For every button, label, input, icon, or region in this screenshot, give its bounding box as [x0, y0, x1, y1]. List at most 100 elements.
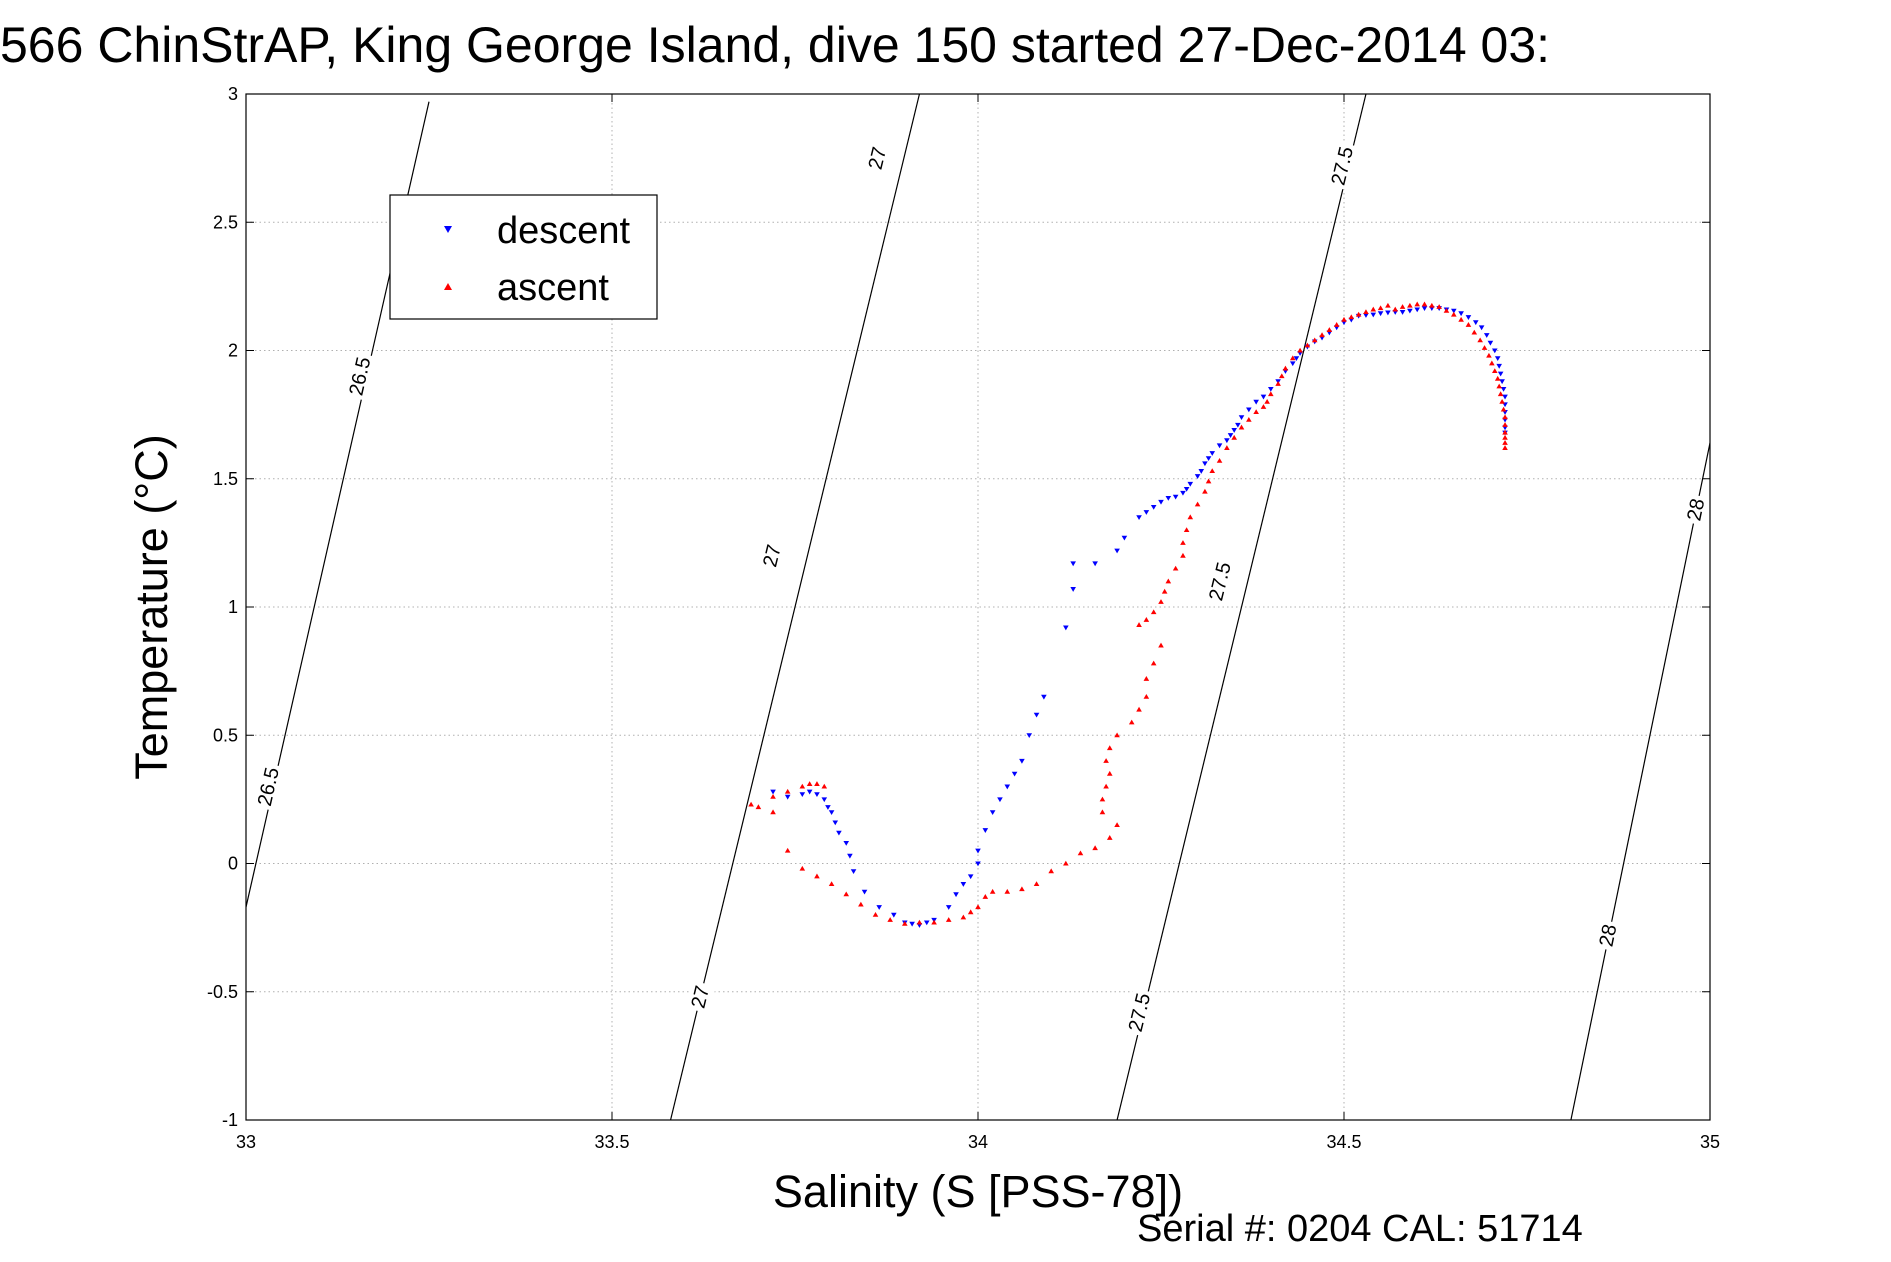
descent-point: [1136, 515, 1142, 521]
descent-point: [1483, 333, 1490, 338]
descent-point: [945, 905, 952, 910]
ascent-point: [770, 794, 776, 799]
ascent-point: [748, 801, 754, 807]
descent-point: [847, 853, 853, 859]
y-tick-label: 0: [228, 854, 238, 874]
contour-label-bg: [1681, 493, 1711, 526]
ascent-point: [1297, 347, 1303, 353]
ascent-point: [1326, 327, 1333, 332]
chart-title: 566 ChinStrAP, King George Island, dive …: [0, 17, 1550, 73]
descent-point: [1070, 561, 1076, 567]
ascent-point: [1063, 860, 1069, 866]
ascent-point: [1019, 886, 1025, 892]
ascent-point: [1399, 304, 1406, 309]
ascent-point: [1114, 822, 1120, 828]
descent-point: [1407, 308, 1413, 314]
descent-point: [1187, 481, 1194, 487]
ascent-point: [1033, 881, 1040, 887]
ascent-point: [1092, 845, 1098, 851]
descent-point: [1216, 443, 1223, 449]
series-ascent: [748, 301, 1508, 926]
descent-point: [1268, 386, 1274, 392]
ascent-point: [1099, 796, 1106, 802]
ascent-point: [784, 847, 791, 853]
descent-point: [828, 810, 835, 815]
ascent-point: [1224, 445, 1230, 450]
descent-point: [1150, 504, 1157, 510]
ascent-point: [887, 917, 893, 922]
ascent-point: [755, 804, 762, 810]
ascent-point: [1048, 868, 1054, 874]
ascent-point: [1183, 527, 1190, 533]
descent-point: [1224, 438, 1230, 444]
ascent-point: [1143, 617, 1150, 622]
descent-point: [982, 828, 989, 833]
ascent-point: [1216, 457, 1223, 463]
contour-line-28: [1570, 442, 1710, 1120]
ascent-point: [1282, 365, 1289, 371]
contour-label-bg: [757, 539, 788, 573]
descent-point: [1209, 451, 1216, 456]
descent-point: [975, 861, 981, 867]
descent-point: [1472, 320, 1479, 326]
contour-label: 27: [759, 543, 786, 570]
ascent-point: [1106, 745, 1113, 751]
descent-point: [770, 789, 776, 795]
ascent-point: [1363, 309, 1369, 315]
descent-point: [799, 792, 806, 798]
ascent-point: [1486, 352, 1492, 358]
contour-label-bg: [685, 980, 716, 1014]
descent-point: [1399, 310, 1406, 315]
contour-label: 28: [1683, 497, 1709, 523]
ascent-point: [828, 881, 835, 887]
ascent-point: [1471, 329, 1478, 335]
descent-point: [1041, 694, 1047, 700]
ascent-point: [1502, 445, 1508, 450]
contour-line-27: [669, 94, 921, 1120]
y-tick-label: 3: [228, 84, 238, 104]
ascent-point: [931, 919, 937, 925]
contour-line-27.5: [1116, 94, 1367, 1120]
ascent-point: [1150, 660, 1157, 666]
ascent-point: [989, 888, 996, 894]
ascent-point: [799, 783, 806, 789]
ascent-point: [843, 891, 850, 897]
ascent-point: [1187, 514, 1194, 520]
legend-box: [389, 194, 658, 320]
contour-label-bg: [1203, 556, 1238, 607]
descent-point: [1202, 461, 1208, 467]
legend-label-ascent: ascent: [497, 267, 609, 309]
descent-point: [1011, 771, 1018, 777]
ascent-point: [1114, 732, 1120, 738]
descent-point: [1165, 495, 1172, 501]
ascent-point: [1150, 609, 1157, 615]
ascent-point: [814, 873, 820, 879]
ascent-point: [975, 904, 981, 910]
ascent-point: [1407, 302, 1413, 308]
ascent-point: [1128, 719, 1135, 725]
ascent-point: [1099, 809, 1106, 815]
descent-point: [1496, 363, 1502, 369]
ascent-point: [806, 781, 813, 786]
ascent-point: [1311, 337, 1318, 343]
descent-point: [923, 920, 930, 926]
legend: descent ascent: [389, 194, 658, 320]
descent-point: [1293, 356, 1300, 361]
ascent-point: [1260, 404, 1267, 409]
ascent-point: [1202, 488, 1208, 494]
descent-point: [784, 794, 791, 800]
ascent-point: [1194, 501, 1201, 507]
descent-point: [989, 810, 996, 815]
ascent-point: [1136, 622, 1142, 627]
descent-point: [825, 805, 831, 810]
ascent-point: [1443, 307, 1450, 313]
ascent-point: [1392, 306, 1399, 312]
ascent-point: [960, 914, 967, 920]
x-tick-label: 33: [236, 1132, 256, 1152]
ascent-point: [982, 894, 989, 899]
ascent-point: [1268, 391, 1274, 397]
legend-marker-descent: [444, 226, 452, 233]
descent-point: [1289, 361, 1296, 367]
ascent-point: [1465, 322, 1472, 327]
ascent-point: [1377, 305, 1384, 311]
